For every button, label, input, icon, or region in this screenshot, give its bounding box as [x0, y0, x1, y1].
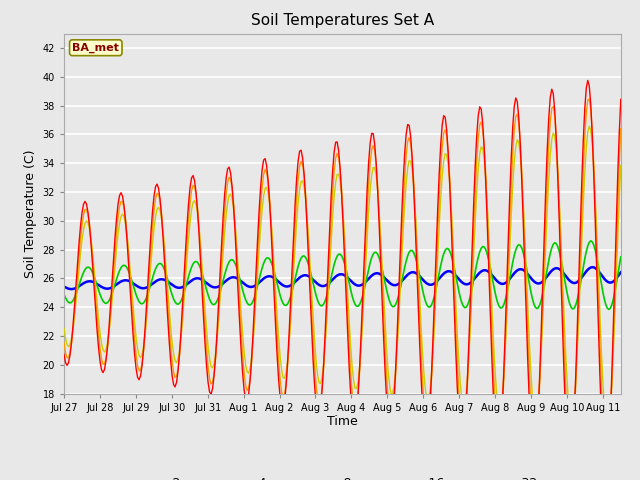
- -4cm: [604, 451, 611, 457]
- -4cm: [468, 265, 476, 271]
- -32cm: [346, 276, 353, 282]
- -16cm: [60, 291, 68, 297]
- Title: Soil Temperatures Set A: Soil Temperatures Set A: [251, 13, 434, 28]
- -8cm: [586, 123, 593, 129]
- -2cm: [152, 184, 159, 190]
- -2cm: [344, 332, 351, 337]
- -32cm: [617, 269, 625, 275]
- -4cm: [60, 340, 68, 346]
- -32cm: [68, 286, 76, 292]
- -4cm: [152, 196, 159, 202]
- Line: -2cm: -2cm: [64, 81, 621, 473]
- -4cm: [344, 311, 351, 317]
- -4cm: [617, 126, 625, 132]
- -32cm: [60, 284, 68, 289]
- -16cm: [131, 287, 138, 293]
- -16cm: [344, 274, 351, 279]
- -8cm: [60, 325, 68, 331]
- -2cm: [608, 372, 616, 378]
- -4cm: [608, 383, 616, 389]
- -32cm: [470, 277, 477, 283]
- X-axis label: Time: Time: [327, 415, 358, 429]
- -32cm: [132, 283, 140, 288]
- -2cm: [60, 351, 68, 357]
- -8cm: [344, 291, 351, 297]
- Line: -32cm: -32cm: [64, 267, 621, 289]
- Line: -16cm: -16cm: [64, 241, 621, 310]
- -16cm: [605, 307, 612, 312]
- -32cm: [153, 277, 161, 283]
- -8cm: [604, 424, 611, 430]
- -32cm: [588, 264, 596, 270]
- Line: -4cm: -4cm: [64, 99, 621, 454]
- -2cm: [468, 242, 476, 248]
- -4cm: [586, 96, 593, 102]
- -4cm: [248, 360, 255, 365]
- Text: BA_met: BA_met: [72, 43, 119, 53]
- -8cm: [617, 163, 625, 168]
- -8cm: [608, 380, 616, 386]
- Legend: -2cm, -4cm, -8cm, -16cm, -32cm: -2cm, -4cm, -8cm, -16cm, -32cm: [123, 472, 562, 480]
- -16cm: [617, 254, 625, 260]
- -16cm: [608, 302, 616, 308]
- -8cm: [248, 354, 255, 360]
- -32cm: [608, 279, 616, 285]
- -2cm: [248, 356, 255, 362]
- -16cm: [468, 285, 476, 290]
- -2cm: [602, 470, 610, 476]
- Line: -8cm: -8cm: [64, 126, 621, 427]
- -4cm: [131, 336, 138, 342]
- -2cm: [131, 350, 138, 356]
- -8cm: [468, 284, 476, 289]
- -2cm: [584, 78, 591, 84]
- -16cm: [248, 301, 255, 307]
- -2cm: [617, 96, 625, 102]
- -8cm: [152, 214, 159, 219]
- -16cm: [587, 238, 595, 244]
- -8cm: [131, 320, 138, 325]
- Y-axis label: Soil Temperature (C): Soil Temperature (C): [24, 149, 37, 278]
- -32cm: [249, 284, 257, 289]
- -16cm: [152, 266, 159, 272]
